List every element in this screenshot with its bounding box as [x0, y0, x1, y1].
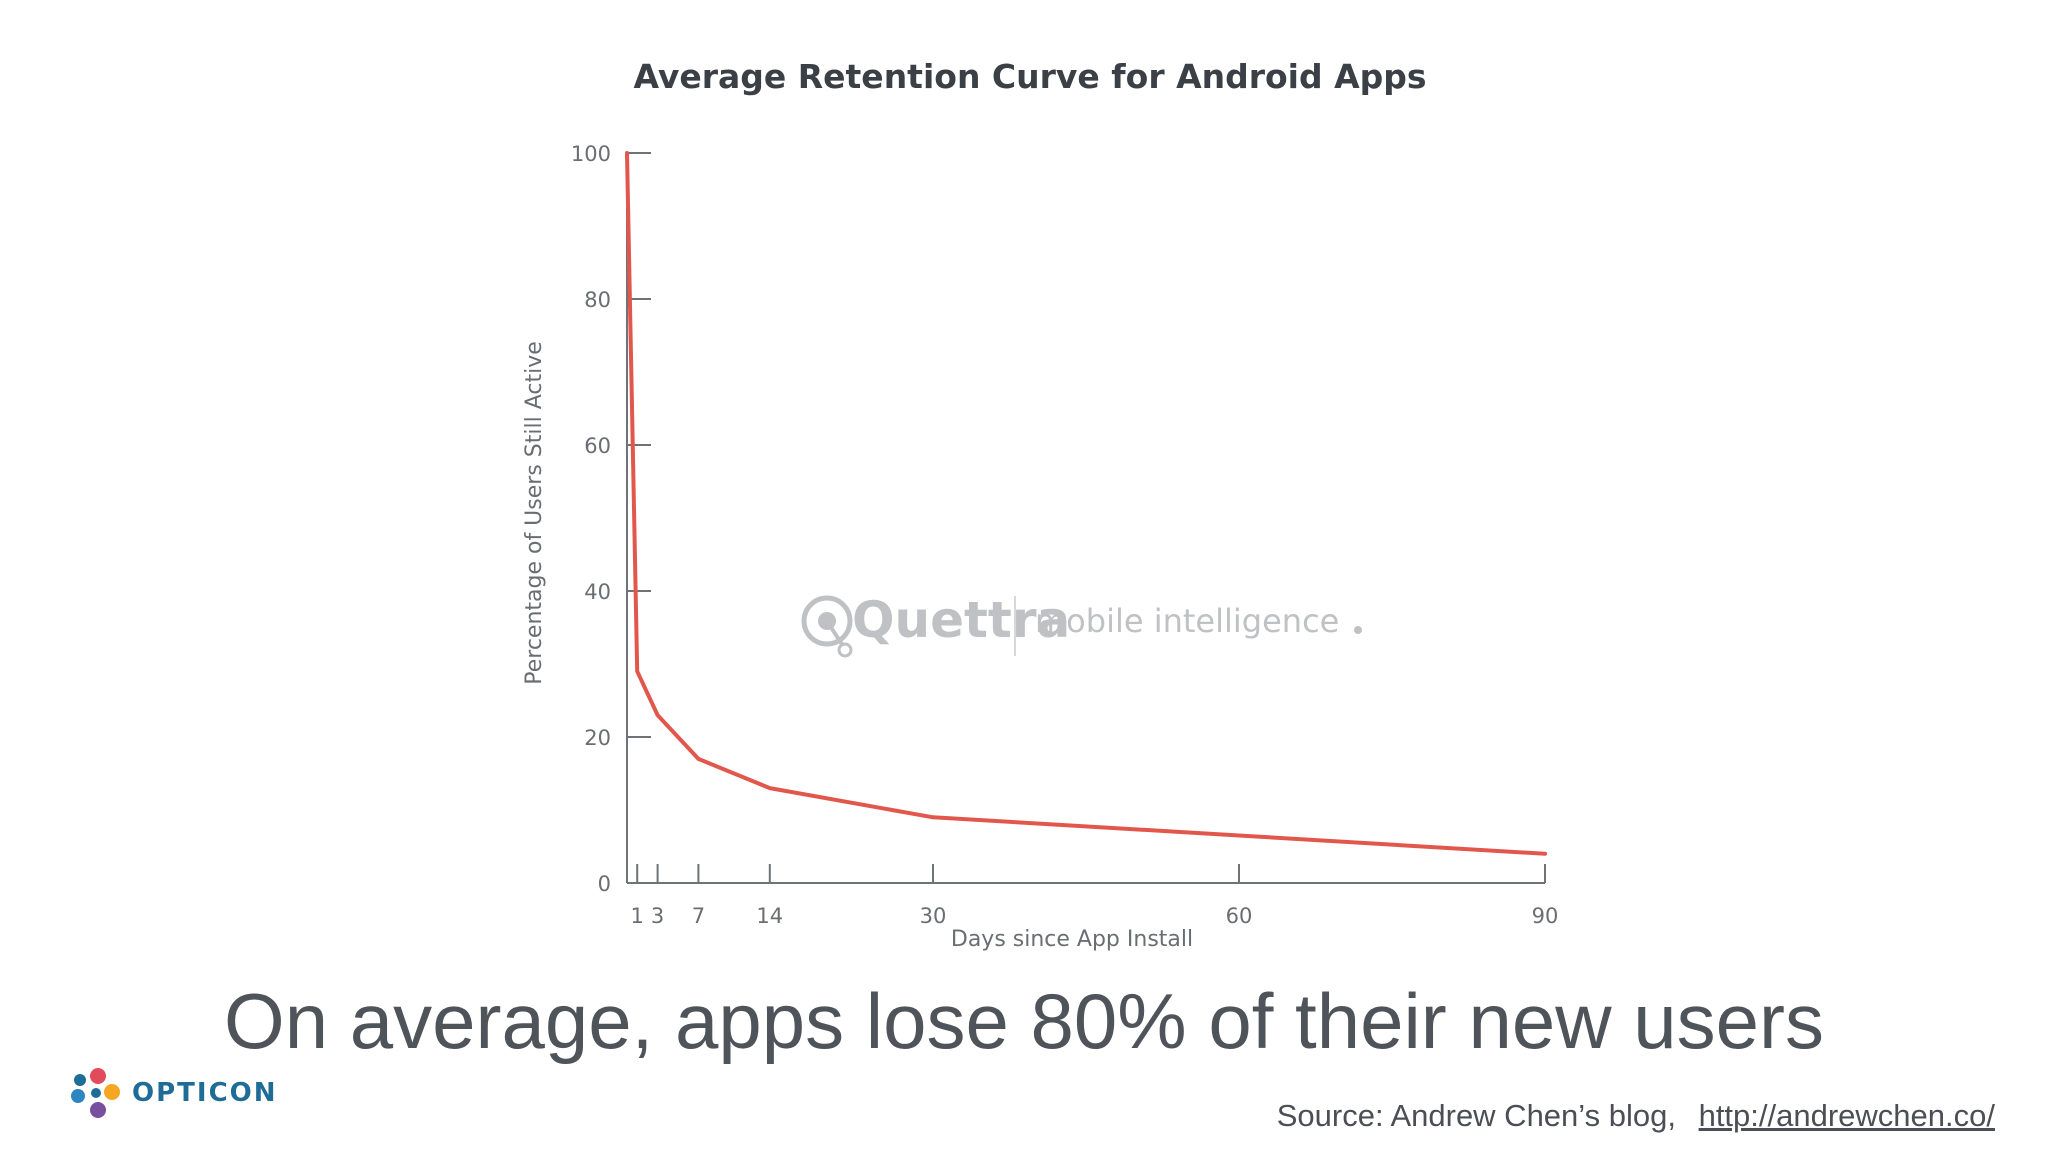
retention-series-line — [625, 151, 1547, 856]
opticon-logo-icon — [71, 1068, 120, 1118]
opticon-logo: OPTICON — [66, 1066, 278, 1120]
y-axis: 0 20 40 60 80 100 — [571, 142, 651, 896]
logo-petal — [74, 1074, 86, 1086]
logo-petal — [71, 1089, 85, 1103]
logo-petal — [90, 1068, 106, 1084]
series-group — [625, 151, 1547, 856]
x-tick-label: 3 — [651, 904, 664, 928]
y-tick-label: 40 — [584, 580, 611, 604]
source-link[interactable]: http://andrewchen.co/ — [1698, 1098, 1995, 1133]
headline: On average, apps lose 80% of their new u… — [224, 977, 1824, 1065]
y-tick-label: 60 — [584, 434, 611, 458]
quettra-logo-icon — [801, 595, 853, 658]
x-tick-label: 1 — [631, 904, 644, 928]
watermark-brand: Quettra — [852, 591, 1070, 649]
y-axis-label: Percentage of Users Still Active — [522, 341, 547, 685]
x-tick-label: 60 — [1226, 904, 1253, 928]
watermark: Quettra mobile intelligence — [801, 591, 1362, 658]
opticon-logo-text: OPTICON — [132, 1078, 278, 1108]
y-tick-label: 100 — [571, 142, 611, 166]
x-tick-label: 30 — [920, 904, 947, 928]
x-tick-label: 7 — [692, 904, 705, 928]
watermark-tagline: mobile intelligence — [1035, 602, 1339, 640]
y-tick-label: 0 — [598, 872, 611, 896]
x-axis: 1 3 7 14 30 60 90 — [627, 864, 1558, 928]
x-axis-label: Days since App Install — [951, 927, 1193, 952]
x-tick-label: 90 — [1532, 904, 1559, 928]
y-tick-label: 20 — [584, 726, 611, 750]
chart-title: Average Retention Curve for Android Apps — [633, 57, 1426, 96]
source-text: Source: Andrew Chen’s blog, — [1276, 1098, 1676, 1133]
source-citation: Source: Andrew Chen’s blog, http://andre… — [1277, 1098, 1995, 1134]
logo-petal — [90, 1102, 106, 1118]
logo-petal — [91, 1088, 101, 1098]
logo-petal — [104, 1084, 120, 1100]
x-tick-label: 14 — [756, 904, 783, 928]
watermark-dot — [1354, 626, 1362, 634]
y-tick-label: 80 — [584, 288, 611, 312]
retention-chart: Average Retention Curve for Android Apps… — [522, 57, 1558, 952]
